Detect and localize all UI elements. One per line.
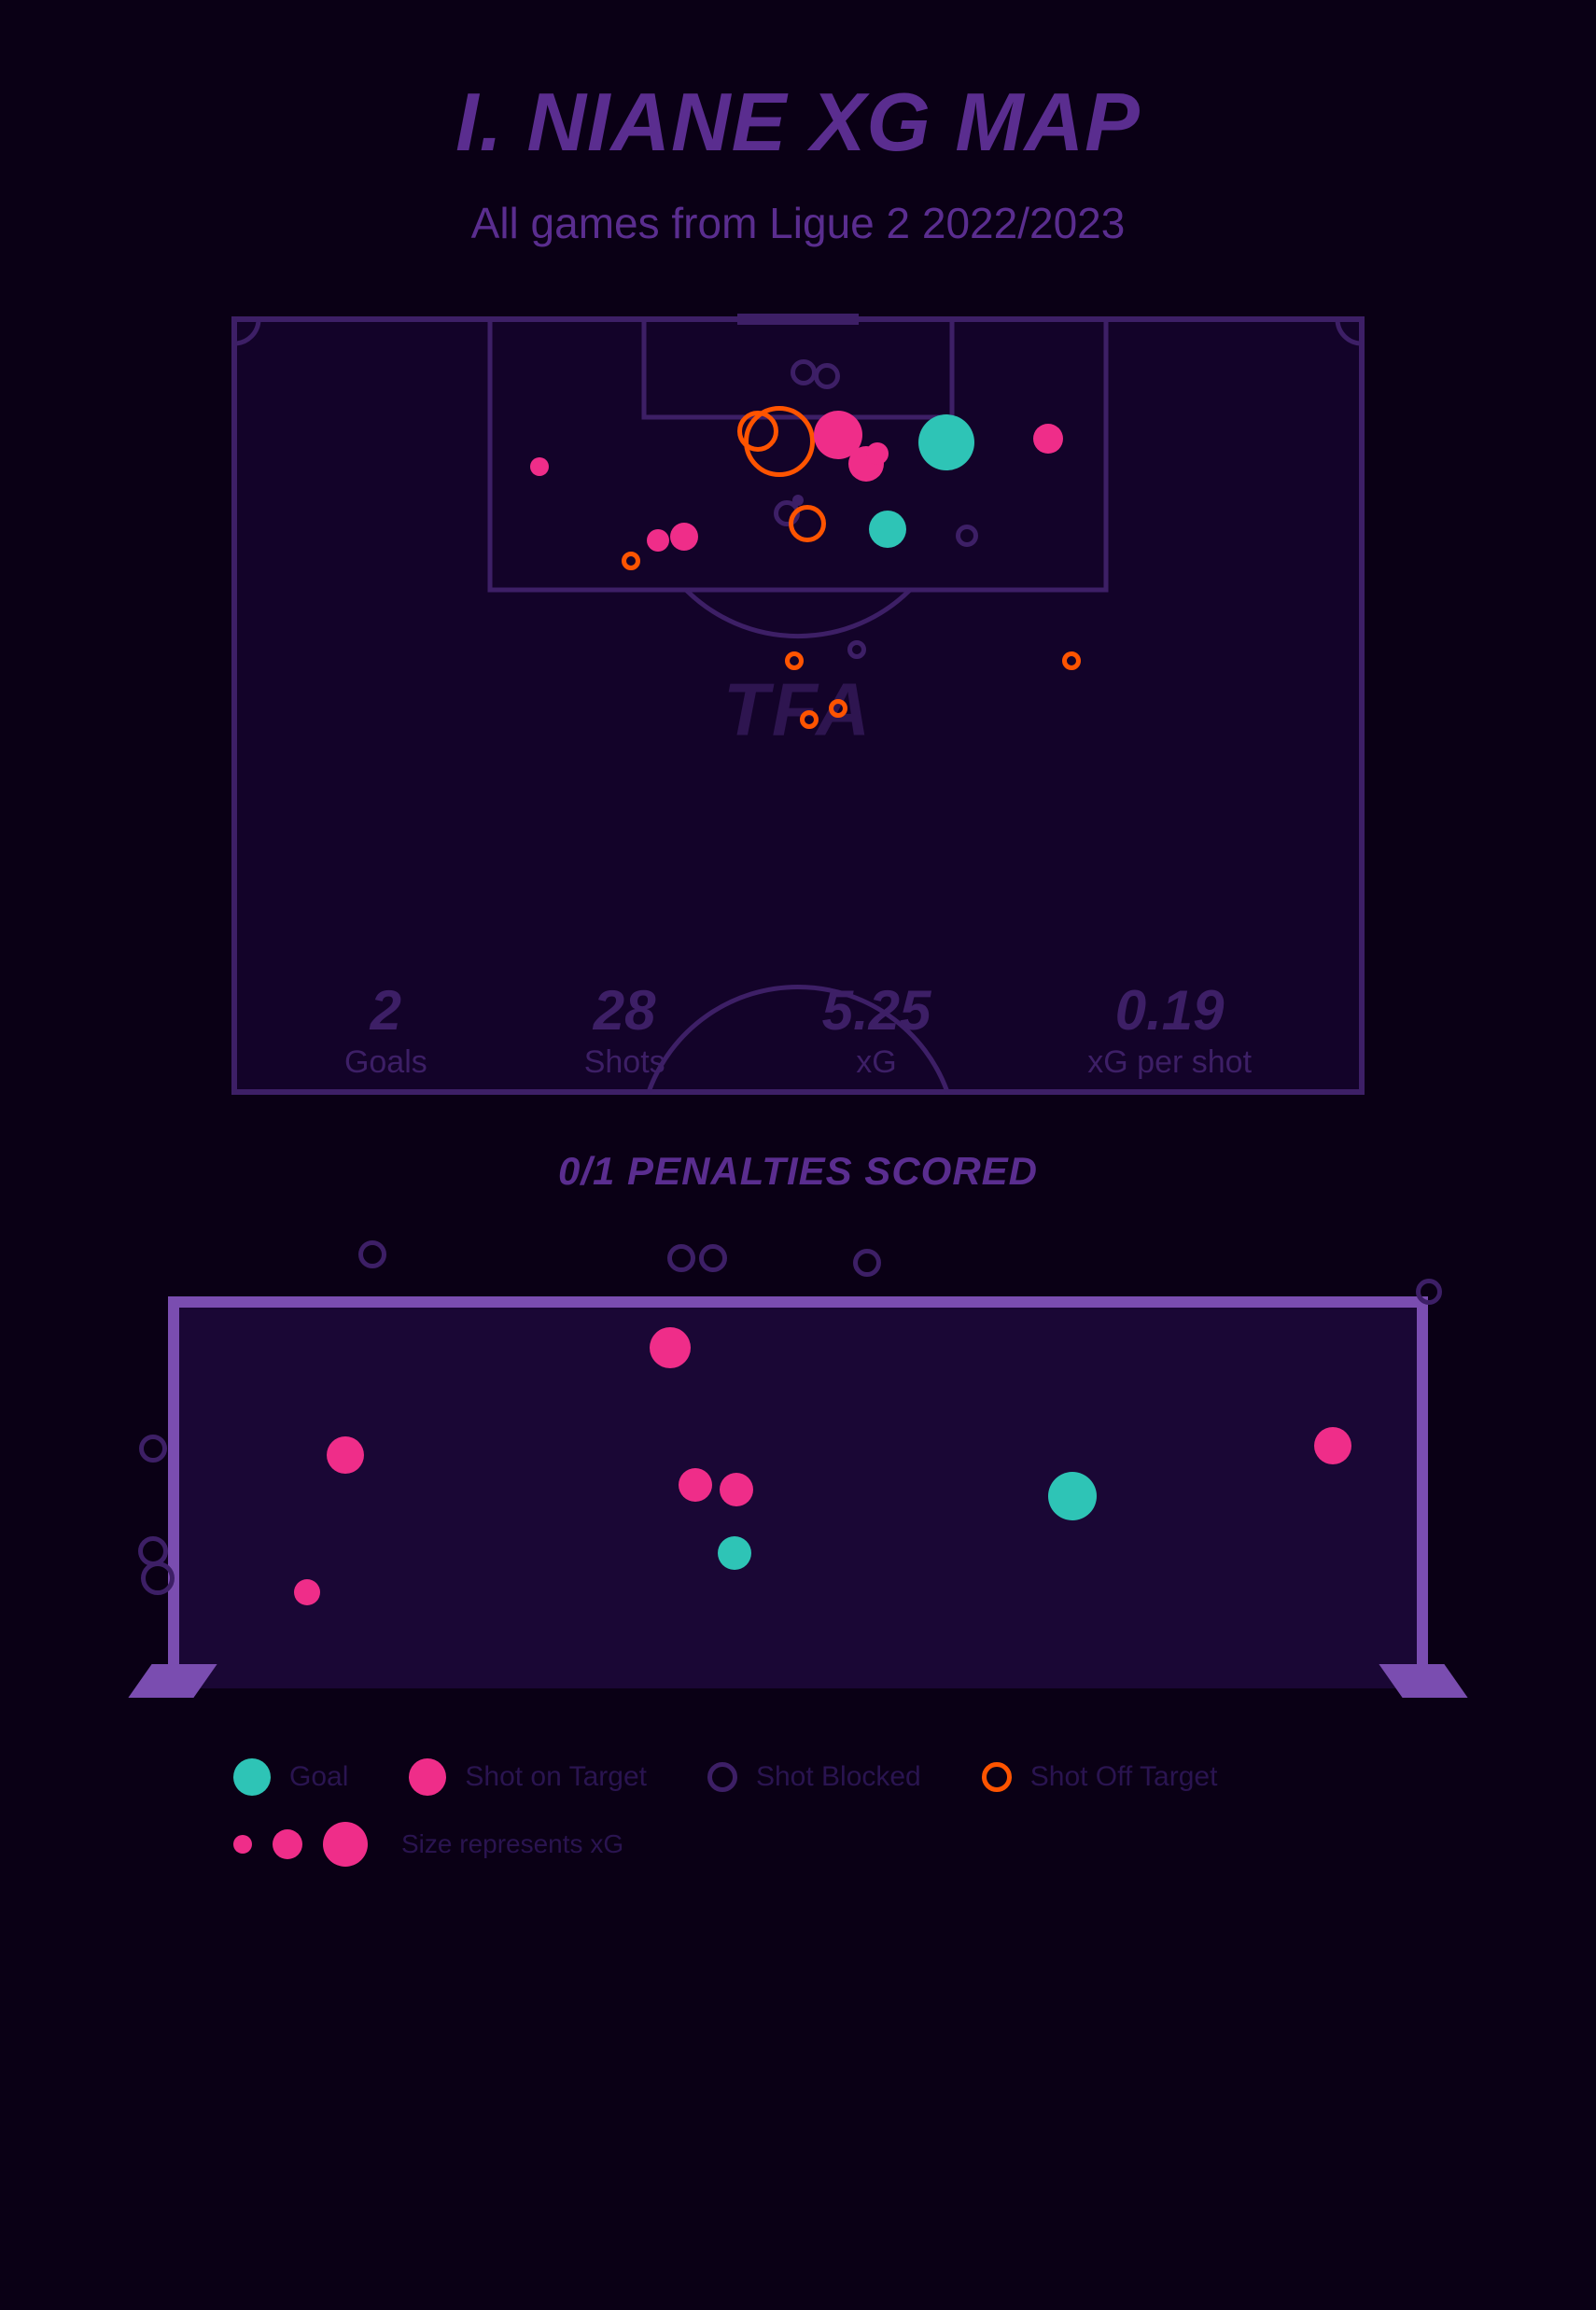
legend-dot-blocked [707, 1762, 737, 1792]
legend-blocked: Shot Blocked [707, 1761, 921, 1793]
shot-marker [866, 442, 889, 465]
xg-map-container: I. NIANE XG MAP All games from Ligue 2 2… [0, 0, 1596, 2310]
goal-shot-marker [139, 1435, 167, 1463]
shot-marker [737, 411, 778, 452]
shot-marker [918, 414, 974, 470]
shot-marker [670, 523, 698, 551]
chart-subtitle: All games from Ligue 2 2022/2023 [112, 198, 1484, 248]
goal-shot-marker [718, 1536, 751, 1570]
shot-marker [847, 640, 866, 659]
legend-dot-on [409, 1758, 446, 1796]
legend-on-target: Shot on Target [409, 1758, 647, 1796]
pitch-shot-map: TFA 2 Goals 28 Shots 5.25 xG 0.19 xG per… [229, 314, 1367, 1098]
legend-goal: Goal [233, 1758, 348, 1796]
shot-marker [789, 505, 826, 542]
legend-off-target: Shot Off Target [982, 1761, 1218, 1793]
shot-marker [829, 699, 847, 718]
shot-marker [869, 511, 906, 548]
goal-shot-marker [358, 1240, 386, 1268]
shot-marker [1033, 424, 1063, 454]
goal-frame [168, 1296, 1428, 1688]
goal-shot-marker [667, 1244, 695, 1272]
legend-dot-off [982, 1762, 1012, 1792]
goal-post-base-right [1379, 1664, 1467, 1698]
goal-shot-marker [720, 1473, 753, 1506]
legend-row: Goal Shot on Target Shot Blocked Shot Of… [233, 1758, 1484, 1796]
goal-shot-marker [327, 1436, 364, 1474]
penalties-title: 0/1 PENALTIES SCORED [112, 1149, 1484, 1194]
shot-marker [785, 651, 804, 670]
shot-marker [814, 363, 840, 389]
stat-xg: 5.25 xG [822, 983, 931, 1081]
stat-shots: 28 Shots [584, 983, 665, 1081]
legend-dot-goal [233, 1758, 271, 1796]
goal-shot-marker [1416, 1279, 1442, 1305]
stat-goals: 2 Goals [344, 983, 427, 1081]
goal-shot-marker [1048, 1472, 1097, 1520]
chart-title: I. NIANE XG MAP [112, 75, 1484, 170]
goal-shot-marker [1314, 1427, 1351, 1464]
goal-shot-marker [141, 1561, 175, 1595]
goal-shot-marker [679, 1468, 712, 1502]
shot-marker [956, 525, 978, 547]
shot-marker [1062, 651, 1081, 670]
shot-marker [647, 529, 669, 552]
shot-marker [530, 457, 549, 476]
goal-post-base-left [128, 1664, 217, 1698]
goal-shot-marker [650, 1327, 691, 1368]
goal-shot-marker [853, 1249, 881, 1277]
size-dot-med [273, 1829, 302, 1859]
goal-shot-map [112, 1231, 1484, 1688]
goal-shot-marker [699, 1244, 727, 1272]
shot-marker [800, 710, 819, 729]
stat-xg-per-shot: 0.19 xG per shot [1087, 983, 1252, 1081]
size-legend: Size represents xG [233, 1822, 1484, 1867]
goal-shot-marker [294, 1579, 320, 1605]
size-dot-large [323, 1822, 368, 1867]
shot-marker [622, 552, 640, 570]
pitch-stats-row: 2 Goals 28 Shots 5.25 xG 0.19 xG per sho… [229, 983, 1367, 1081]
size-dot-small [233, 1835, 252, 1854]
